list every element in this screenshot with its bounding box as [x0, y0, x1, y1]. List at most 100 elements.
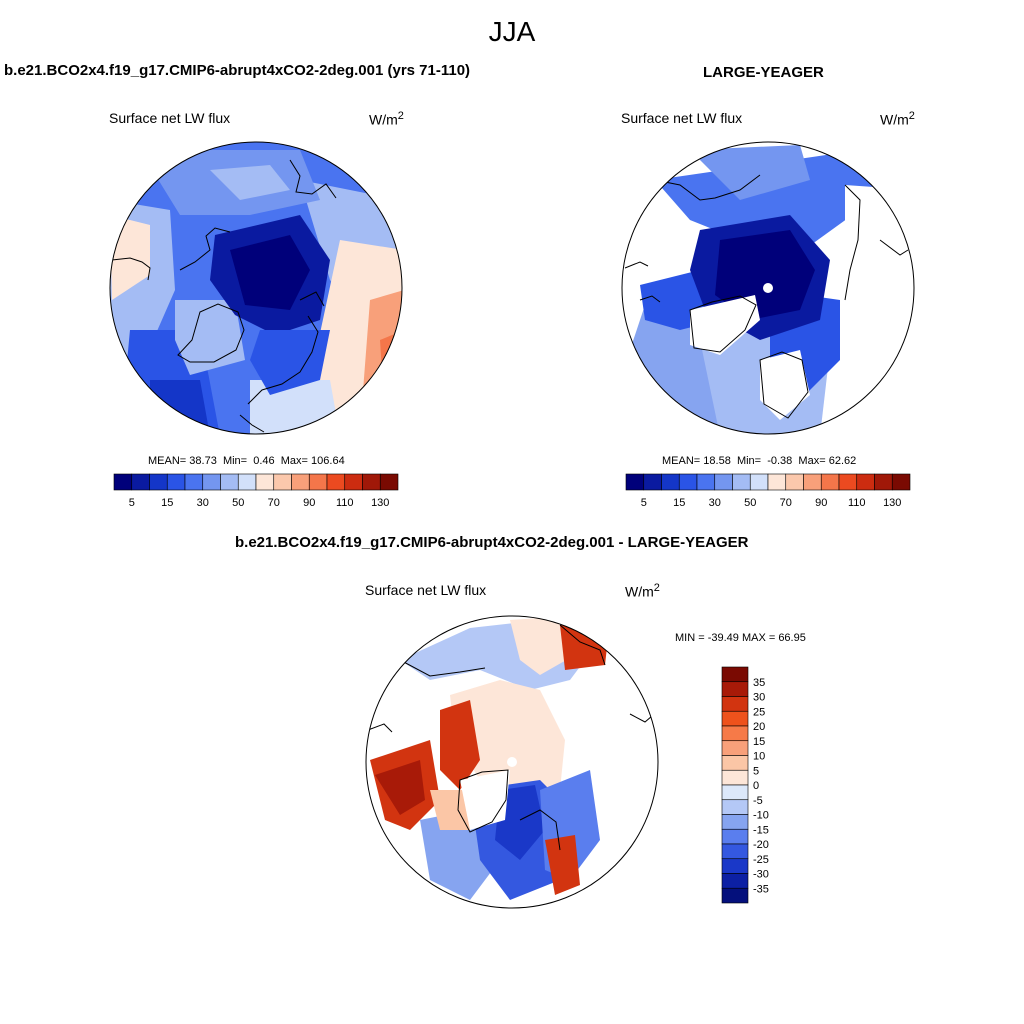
colorbar-tick-label: 110	[848, 497, 866, 509]
colorbar-tick-label: 0	[753, 780, 759, 792]
colorbar-tick-label: -5	[753, 795, 763, 807]
panel2-title: LARGE-YEAGER	[703, 64, 824, 81]
colorbar-swatch	[714, 473, 733, 491]
map3-polar-plot	[365, 615, 659, 909]
colorbar-swatch	[749, 473, 769, 491]
colorbar-swatch	[721, 755, 749, 771]
colorbar-swatch	[874, 473, 893, 491]
colorbar-swatch	[255, 473, 275, 491]
colorbar-swatch	[721, 696, 749, 712]
colorbar-tick-label: -30	[753, 869, 769, 881]
panel2-stats: MEAN= 18.58 Min= -0.38 Max= 62.62	[662, 455, 857, 467]
colorbar-swatch	[721, 725, 749, 742]
colorbar-swatch	[326, 473, 346, 491]
panel1-variable: Surface net LW flux	[109, 110, 231, 126]
panel2-units: W/m2	[880, 110, 915, 128]
panel2-variable: Surface net LW flux	[621, 110, 743, 126]
map2-colorbar: 5 15 30 50 70 90 110 130	[625, 473, 911, 509]
colorbar-swatch	[661, 473, 680, 491]
colorbar-swatch	[344, 473, 363, 491]
colorbar-swatch	[202, 473, 221, 491]
colorbar-swatch	[803, 473, 822, 491]
colorbar-swatch	[308, 473, 328, 491]
colorbar-swatch	[721, 814, 749, 830]
colorbar-swatch	[721, 681, 749, 697]
colorbar-tick-label: -20	[753, 839, 769, 851]
diff-colorbar: 35 30 25 20 15 10 5 0 -5 -10 -15 -20 -25 -30 -35	[721, 666, 769, 904]
colorbar-swatch	[184, 473, 204, 491]
colorbar-swatch	[721, 769, 749, 786]
colorbar-swatch	[291, 473, 310, 491]
colorbar-swatch	[131, 473, 150, 491]
colorbar-tick-label: 50	[744, 497, 756, 509]
colorbar-swatch	[149, 473, 168, 491]
colorbar-tick-label: 110	[336, 497, 354, 509]
colorbar-swatch	[166, 473, 186, 491]
colorbar-tick-label: 5	[129, 497, 135, 509]
colorbar-tick-label: 35	[753, 677, 765, 689]
colorbar-swatch	[273, 473, 292, 491]
colorbar-swatch	[237, 473, 257, 491]
colorbar-swatch	[721, 740, 749, 756]
colorbar-tick-label: 50	[232, 497, 244, 509]
colorbar-tick-label: 10	[753, 751, 765, 763]
map3-field	[366, 616, 658, 908]
colorbar-swatch	[362, 473, 381, 491]
colorbar-swatch	[856, 473, 875, 491]
colorbar-tick-label: 5	[641, 497, 647, 509]
colorbar-swatch	[220, 473, 239, 491]
colorbar-swatch	[767, 473, 787, 491]
colorbar-swatch	[820, 473, 840, 491]
colorbar-swatch	[732, 473, 751, 491]
map2-field	[622, 142, 914, 434]
colorbar-swatch	[113, 473, 133, 491]
colorbar-tick-label: 30	[709, 497, 721, 509]
colorbar-tick-label: 90	[303, 497, 315, 509]
colorbar-swatch	[721, 666, 749, 683]
map1-polar-plot	[109, 141, 403, 435]
map1-coastlines	[111, 159, 337, 433]
colorbar-tick-label: 90	[815, 497, 827, 509]
colorbar-tick-label: 130	[883, 497, 901, 509]
map1-field	[110, 142, 402, 434]
colorbar-tick-label: -35	[753, 883, 769, 895]
map2-coastlines	[624, 174, 909, 419]
colorbar-tick-label: 30	[753, 692, 765, 704]
colorbar-swatch	[721, 784, 749, 801]
panel3-variable: Surface net LW flux	[365, 582, 487, 598]
colorbar-tick-label: 5	[753, 765, 759, 777]
colorbar-swatch	[721, 887, 749, 904]
colorbar-swatch	[721, 873, 749, 889]
map1-colorbar: 5 15 30 50 70 90 110 130	[113, 473, 399, 509]
colorbar-swatch	[721, 799, 749, 815]
colorbar-tick-label: 20	[753, 721, 765, 733]
colorbar-swatch	[625, 473, 645, 491]
map2-polar-plot	[621, 141, 915, 435]
colorbar-swatch	[379, 473, 399, 491]
panel3-minmax: MIN = -39.49 MAX = 66.95	[675, 632, 806, 644]
colorbar-swatch	[696, 473, 716, 491]
colorbar-tick-label: -10	[753, 810, 769, 822]
colorbar-swatch	[721, 843, 749, 860]
colorbar-tick-label: 30	[197, 497, 209, 509]
colorbar-swatch	[721, 710, 749, 727]
colorbar-swatch	[678, 473, 698, 491]
panel1-stats: MEAN= 38.73 Min= 0.46 Max= 106.64	[148, 455, 345, 467]
colorbar-tick-label: -15	[753, 824, 769, 836]
colorbar-swatch	[721, 828, 749, 845]
colorbar-tick-label: 130	[371, 497, 389, 509]
colorbar-tick-label: 25	[753, 706, 765, 718]
colorbar-swatch	[721, 858, 749, 874]
colorbar-tick-label: 15	[673, 497, 685, 509]
panel3-title: b.e21.BCO2x4.f19_g17.CMIP6-abrupt4xCO2-2…	[235, 534, 749, 551]
colorbar-swatch	[891, 473, 911, 491]
main-title: JJA	[488, 16, 536, 47]
colorbar-swatch	[785, 473, 804, 491]
colorbar-swatch	[643, 473, 662, 491]
map3-coastlines	[367, 624, 653, 851]
colorbar-tick-label: 15	[753, 736, 765, 748]
colorbar-tick-label: 15	[161, 497, 173, 509]
colorbar-swatch	[838, 473, 858, 491]
colorbar-tick-label: -25	[753, 854, 769, 866]
